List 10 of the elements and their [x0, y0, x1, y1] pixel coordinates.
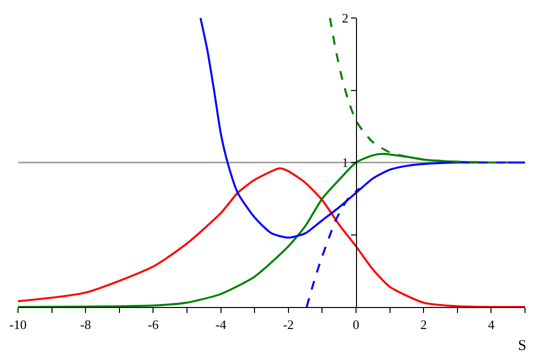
x-tick-label: 0	[352, 316, 360, 332]
x-axis-title: S	[518, 338, 526, 354]
x-tick-label: -10	[9, 316, 27, 332]
y-tick-label: 1	[342, 155, 348, 170]
x-tick-label: -2	[282, 316, 294, 332]
x-tick-label: -6	[148, 316, 160, 332]
x-tick-label: 4	[488, 316, 495, 332]
x-tick-label: -8	[80, 316, 92, 332]
x-tick-label: -4	[215, 316, 227, 332]
x-tick-label: 2	[420, 316, 427, 332]
